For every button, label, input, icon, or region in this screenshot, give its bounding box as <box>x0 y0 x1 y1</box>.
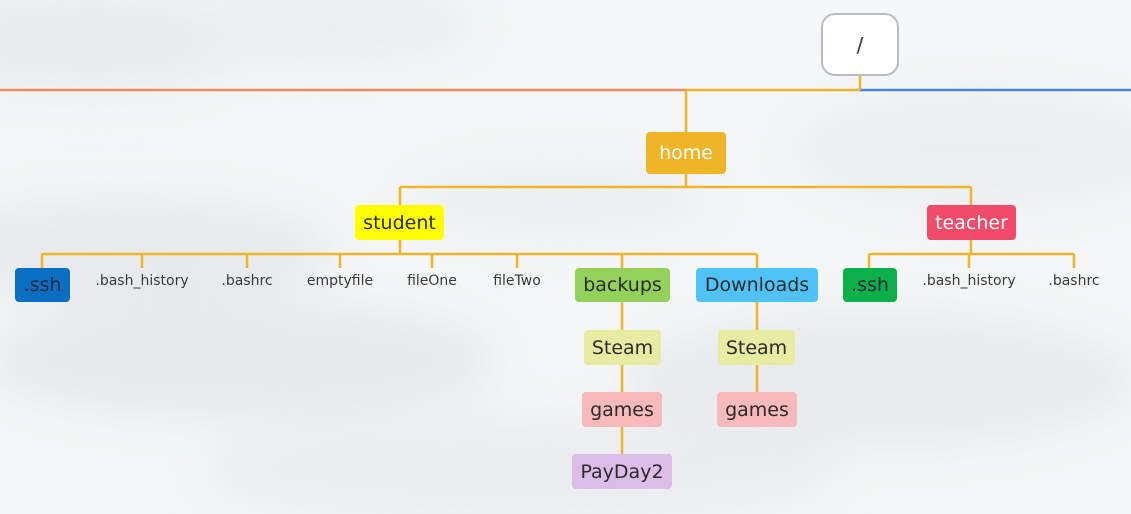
downloads-games-node[interactable]: games <box>717 392 797 427</box>
student-node[interactable]: student <box>355 205 444 240</box>
backups-node[interactable]: backups <box>575 268 670 302</box>
payday2-node[interactable]: PayDay2 <box>572 454 672 489</box>
teacher-bash-history-node[interactable]: .bash_history <box>922 273 1016 289</box>
downloads-steam-node[interactable]: Steam <box>718 330 795 365</box>
downloads-node[interactable]: Downloads <box>696 268 818 302</box>
student-bashrc-node[interactable]: .bashrc <box>221 273 273 289</box>
root-node[interactable]: / <box>821 13 899 76</box>
student-fileone-node[interactable]: fileOne <box>407 273 457 289</box>
teacher-ssh-node[interactable]: .ssh <box>843 268 897 302</box>
teacher-bashrc-node[interactable]: .bashrc <box>1048 273 1100 289</box>
backups-steam-node[interactable]: Steam <box>584 330 661 365</box>
student-filetwo-node[interactable]: fileTwo <box>493 273 541 289</box>
student-bash-history-node[interactable]: .bash_history <box>95 273 189 289</box>
teacher-node[interactable]: teacher <box>927 205 1016 240</box>
backups-games-node[interactable]: games <box>582 392 662 427</box>
student-emptyfile-node[interactable]: emptyfile <box>306 273 374 289</box>
student-ssh-node[interactable]: .ssh <box>15 268 70 302</box>
home-node[interactable]: home <box>646 132 726 174</box>
